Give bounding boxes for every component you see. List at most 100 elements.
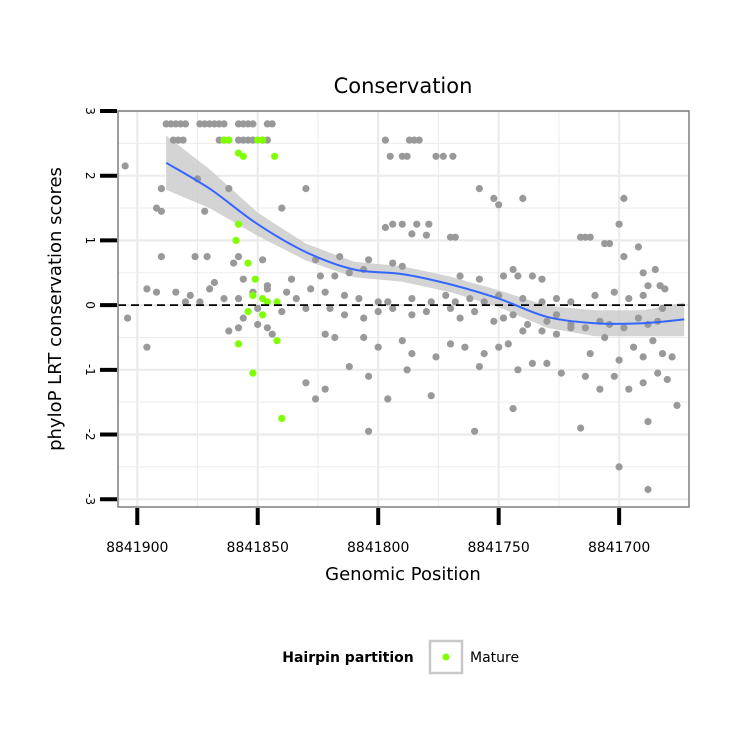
- data-point: [374, 308, 382, 316]
- data-point: [427, 298, 435, 306]
- data-point: [449, 152, 457, 160]
- x-tick-label: 8841900: [106, 540, 168, 556]
- data-point: [268, 330, 276, 338]
- data-point: [639, 291, 647, 299]
- data-point: [278, 308, 286, 316]
- data-point: [254, 304, 262, 312]
- data-point: [345, 363, 353, 371]
- mature-data-point: [273, 298, 281, 306]
- data-point: [268, 120, 276, 128]
- x-tick-label: 8841850: [227, 540, 289, 556]
- data-point: [365, 372, 373, 380]
- data-point: [365, 256, 373, 264]
- x-tick-label: 8841700: [588, 540, 650, 556]
- points: [121, 120, 681, 494]
- data-point: [538, 298, 546, 306]
- mature-data-point: [225, 136, 233, 144]
- data-point: [249, 120, 257, 128]
- data-point: [234, 253, 243, 261]
- data-point: [422, 231, 430, 239]
- data-point: [321, 385, 329, 393]
- data-point: [596, 385, 604, 393]
- confidence-band: [166, 135, 685, 337]
- y-tick-label: -1: [83, 364, 97, 376]
- data-point: [581, 372, 590, 380]
- legend-title: Hairpin partition: [282, 650, 413, 666]
- chart-title: Conservation: [334, 74, 473, 98]
- y-axis: -3 -2 -1 0 1 2 3: [83, 107, 117, 505]
- data-point: [514, 366, 522, 374]
- data-point: [425, 220, 433, 228]
- data-point: [403, 366, 411, 374]
- data-point: [451, 233, 459, 241]
- data-point: [577, 424, 585, 432]
- data-point: [456, 314, 464, 322]
- data-point: [625, 385, 633, 393]
- data-point: [528, 359, 537, 367]
- data-point: [509, 265, 517, 274]
- mature-data-point: [273, 337, 281, 345]
- mature-data-point: [249, 291, 257, 299]
- data-point: [461, 343, 469, 351]
- mature-data-point: [278, 414, 286, 422]
- data-point: [471, 308, 479, 316]
- data-point: [514, 272, 522, 280]
- data-point: [605, 240, 614, 248]
- mature-data-point: [259, 311, 267, 319]
- data-point: [157, 253, 165, 261]
- mature-data-point: [251, 275, 259, 283]
- data-point: [415, 136, 423, 144]
- y-tick-label: 1: [83, 237, 97, 245]
- mature-data-point: [259, 136, 267, 144]
- data-point: [432, 152, 440, 160]
- data-point: [384, 298, 392, 306]
- data-point: [210, 278, 218, 287]
- data-point: [143, 343, 151, 351]
- data-point: [389, 259, 397, 267]
- data-point: [413, 220, 421, 228]
- data-point: [191, 253, 199, 261]
- data-point: [143, 285, 151, 293]
- mature-data-point: [234, 220, 243, 228]
- data-point: [374, 298, 382, 306]
- loess-smooth-line: [165, 161, 685, 325]
- mature-data-point: [271, 152, 279, 160]
- data-point: [225, 185, 233, 193]
- data-point: [639, 379, 647, 387]
- data-point: [446, 304, 455, 312]
- data-point: [340, 291, 349, 299]
- data-point: [451, 298, 459, 306]
- data-point: [524, 320, 532, 329]
- data-point: [278, 204, 286, 212]
- y-tick-label: -3: [83, 493, 97, 505]
- data-point: [302, 304, 310, 312]
- data-point: [384, 395, 392, 403]
- data-point: [519, 327, 527, 335]
- data-point: [355, 295, 363, 303]
- data-point: [386, 152, 394, 160]
- y-tick-label: 0: [83, 301, 97, 309]
- data-point: [408, 295, 416, 303]
- x-axis: 8841900 8841850 8841800 8841750 8841700: [106, 508, 650, 556]
- data-point: [439, 152, 447, 160]
- data-point: [403, 152, 411, 160]
- data-point: [220, 295, 228, 303]
- data-point: [495, 201, 503, 209]
- data-point: [591, 291, 599, 299]
- data-point: [644, 418, 652, 426]
- y-tick-label: 2: [83, 172, 97, 180]
- data-point: [220, 120, 228, 128]
- data-point: [432, 353, 440, 361]
- data-point: [196, 298, 204, 306]
- data-point: [292, 295, 300, 303]
- data-point: [427, 392, 435, 400]
- data-point: [124, 314, 132, 322]
- data-point: [475, 363, 483, 371]
- data-point: [302, 379, 310, 387]
- data-point: [543, 359, 551, 367]
- data-point: [538, 327, 546, 335]
- data-point: [490, 317, 498, 325]
- data-point: [230, 259, 238, 267]
- data-point: [630, 343, 638, 351]
- data-point: [552, 311, 561, 319]
